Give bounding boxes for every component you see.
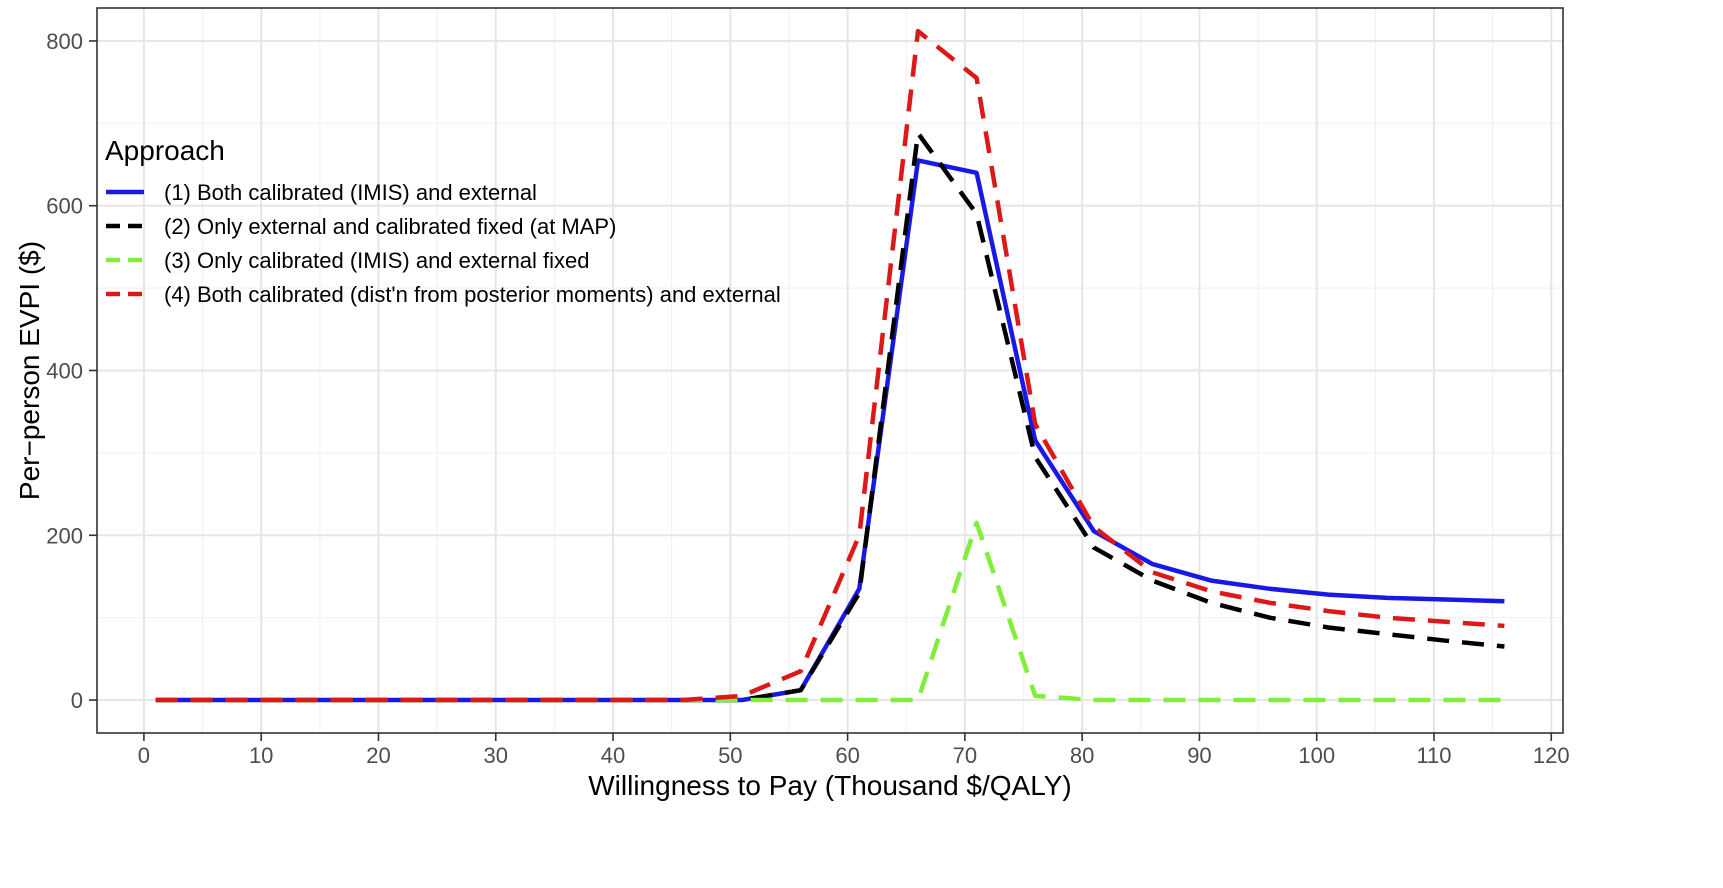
x-tick-label: 120 <box>1533 743 1570 768</box>
series-lines <box>155 28 1505 703</box>
legend: Approach (1) Both calibrated (IMIS) and … <box>105 135 781 307</box>
x-axis-ticks: 0 10 20 30 40 50 60 70 80 90 100 110 120 <box>138 733 1570 768</box>
x-tick-label: 50 <box>718 743 742 768</box>
legend-label-2: (2) Only external and calibrated fixed (… <box>164 214 616 239</box>
legend-label-1: (1) Both calibrated (IMIS) and external <box>164 180 537 205</box>
x-tick-label: 20 <box>366 743 390 768</box>
legend-label-3: (3) Only calibrated (IMIS) and external … <box>164 248 590 273</box>
x-tick-label: 30 <box>484 743 508 768</box>
x-tick-label: 100 <box>1298 743 1335 768</box>
x-tick-label: 0 <box>138 743 150 768</box>
x-tick-label: 60 <box>835 743 859 768</box>
y-tick-label: 0 <box>71 688 83 713</box>
legend-title: Approach <box>105 135 225 166</box>
x-tick-label: 10 <box>249 743 273 768</box>
major-gridlines <box>97 8 1563 733</box>
x-tick-label: 80 <box>1070 743 1094 768</box>
x-axis-title: Willingness to Pay (Thousand $/QALY) <box>588 770 1071 801</box>
x-tick-label: 90 <box>1187 743 1211 768</box>
y-tick-label: 200 <box>46 523 83 548</box>
x-tick-label: 110 <box>1416 743 1451 768</box>
legend-label-4: (4) Both calibrated (dist'n from posteri… <box>164 282 781 307</box>
y-tick-label: 400 <box>46 359 83 384</box>
y-tick-label: 800 <box>46 29 83 54</box>
x-tick-label: 40 <box>601 743 625 768</box>
series-line-4 <box>155 28 1505 703</box>
y-axis-title: Per−person EVPI ($) <box>14 241 45 500</box>
y-axis-ticks: 0 200 400 600 800 <box>46 29 97 713</box>
x-tick-label: 70 <box>953 743 977 768</box>
y-tick-label: 600 <box>46 194 83 219</box>
legend-items: (1) Both calibrated (IMIS) and external (… <box>106 180 781 307</box>
